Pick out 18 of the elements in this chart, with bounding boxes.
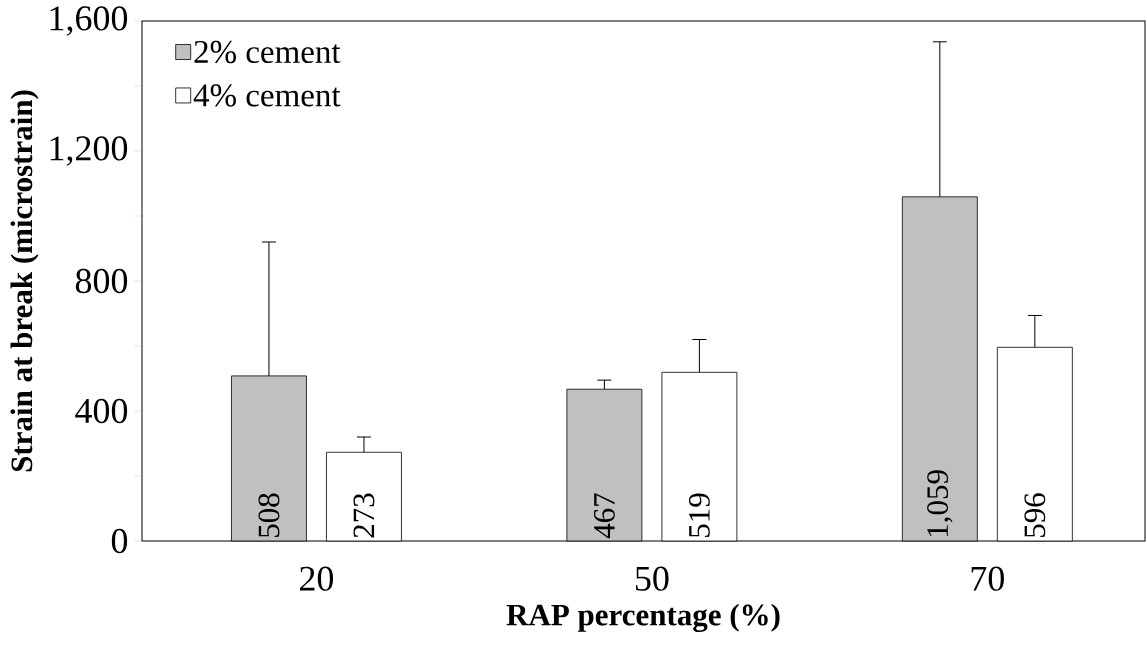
data-label: 519 (688, 493, 710, 537)
data-label: 273 (353, 493, 375, 538)
x-tick-label: 70 (971, 566, 1004, 591)
y-axis-title: Strain at break (microstrain) (10, 90, 39, 472)
data-label: 508 (258, 493, 280, 537)
y-tick-label: 400 (75, 398, 128, 424)
y-tick-label: 1,200 (50, 136, 128, 166)
y-tick-label: 1,600 (50, 6, 128, 36)
x-axis-title: RAP percentage (%) (506, 603, 780, 633)
data-label: 596 (1024, 493, 1046, 537)
x-tick-label: 50 (635, 566, 669, 591)
legend-label: 2% cement (194, 40, 341, 64)
y-tick-label: 0 (111, 528, 128, 554)
legend-label: 4% cement (193, 84, 341, 107)
data-label: 1,059 (927, 470, 953, 537)
data-label: 467 (593, 493, 615, 539)
y-tick-label: 800 (75, 268, 128, 294)
x-tick-label: 20 (300, 566, 334, 591)
